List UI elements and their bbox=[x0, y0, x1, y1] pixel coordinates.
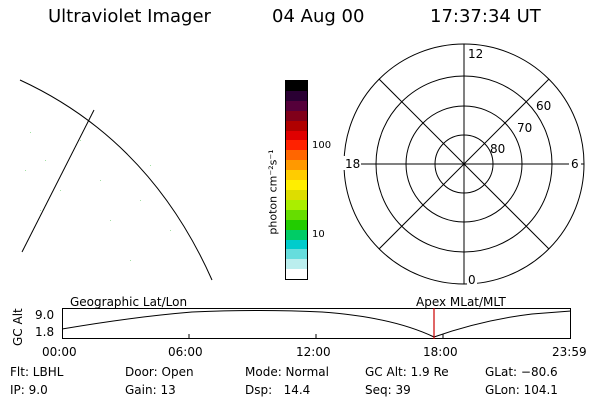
horizon-arc bbox=[19, 79, 213, 281]
info-glon: GLon: 104.1 bbox=[485, 383, 558, 397]
info-filter: Flt: LBHL bbox=[10, 365, 64, 379]
colorbar-segment bbox=[286, 249, 307, 260]
time-label: 17:37:34 UT bbox=[430, 6, 541, 27]
colorbar-segment bbox=[286, 239, 307, 250]
colorbar-segment bbox=[286, 90, 307, 101]
uv-noise-dots bbox=[25, 132, 171, 261]
colorbar-segment bbox=[286, 209, 307, 220]
colorbar-segment bbox=[286, 130, 307, 141]
orbit-time-2359: 23:59 bbox=[552, 345, 587, 359]
info-dsp: Dsp: 14.4 bbox=[245, 383, 311, 397]
orbit-time-ticks bbox=[188, 334, 444, 339]
orbit-ytick-1: 1.8 bbox=[35, 325, 55, 339]
geographic-image-panel bbox=[19, 79, 213, 281]
colorbar-segment bbox=[286, 189, 307, 200]
polar-plot: 12 6 0 18 60 70 80 bbox=[343, 43, 585, 287]
lat-label-70: 70 bbox=[517, 121, 532, 135]
orbit-time-0000: 00:00 bbox=[42, 345, 77, 359]
geographic-grid bbox=[19, 79, 213, 281]
instrument-title: Ultraviolet Imager bbox=[48, 6, 211, 27]
info-glat: GLat: −80.6 bbox=[485, 365, 558, 379]
info-ip: IP: 9.0 bbox=[10, 383, 48, 397]
orbit-time-0600: 06:00 bbox=[168, 345, 203, 359]
orbit-title-right: Apex MLat/MLT bbox=[416, 295, 506, 309]
colorbar-tick-10: 10 bbox=[312, 229, 325, 240]
colorbar-segment bbox=[286, 100, 307, 111]
orbit-ytick-9: 9.0 bbox=[35, 308, 55, 322]
lat-label-80: 80 bbox=[490, 142, 505, 156]
orbit-time-1200: 12:00 bbox=[296, 345, 331, 359]
mlt-label-0: 0 bbox=[468, 273, 476, 287]
orbit-plot bbox=[61, 308, 572, 339]
colorbar-segment bbox=[286, 81, 307, 91]
date-label: 04 Aug 00 bbox=[272, 6, 365, 27]
info-mode: Mode: Normal bbox=[245, 365, 329, 379]
info-gain: Gain: 13 bbox=[125, 383, 176, 397]
colorbar-stack bbox=[285, 80, 308, 280]
colorbar-segment bbox=[286, 140, 307, 151]
colorbar-segment bbox=[286, 229, 307, 240]
orbit-time-1800: 18:00 bbox=[423, 345, 458, 359]
colorbar-segment bbox=[286, 259, 307, 270]
mlt-label-6: 6 bbox=[571, 157, 579, 171]
lat-label-60: 60 bbox=[536, 99, 551, 113]
mlt-label-18: 18 bbox=[345, 157, 360, 171]
colorbar-segment bbox=[286, 150, 307, 161]
orbit-altitude-curve bbox=[61, 310, 572, 338]
colorbar-segment bbox=[286, 180, 307, 190]
colorbar-segment bbox=[286, 120, 307, 131]
colorbar-tick-100: 100 bbox=[312, 140, 332, 151]
orbit-title-left: Geographic Lat/Lon bbox=[70, 295, 188, 309]
colorbar-segment bbox=[286, 170, 307, 181]
info-door: Door: Open bbox=[125, 365, 194, 379]
longitude-line bbox=[21, 109, 95, 253]
colorbar-unit-label: photon cm⁻²s⁻¹ bbox=[266, 149, 280, 235]
colorbar-segment bbox=[286, 110, 307, 121]
colorbar-segment bbox=[286, 269, 307, 280]
orbit-ylabel: GC Alt bbox=[11, 308, 25, 346]
mlt-label-12: 12 bbox=[468, 47, 483, 61]
colorbar-segment bbox=[286, 160, 307, 171]
colorbar-segment bbox=[286, 199, 307, 210]
info-seq: Seq: 39 bbox=[365, 383, 411, 397]
mlt-diag-2 bbox=[378, 78, 550, 250]
info-gc-alt: GC Alt: 1.9 Re bbox=[365, 365, 449, 379]
colorbar-segment bbox=[286, 219, 307, 230]
